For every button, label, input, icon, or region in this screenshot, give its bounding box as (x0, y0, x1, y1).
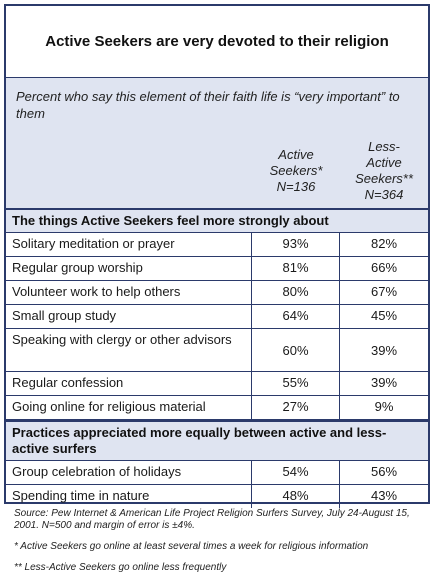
row-value-less-active: 67% (370, 284, 398, 299)
row-label: Spending time in nature (6, 485, 252, 508)
table-frame: Active Seekers are very devoted to their… (4, 4, 430, 508)
footnotes: Source: Pew Internet & American Life Pro… (14, 508, 424, 583)
table-row: Regular group worship 81% 66% (6, 257, 428, 281)
row-value-less-active: 66% (370, 260, 398, 275)
row-label: Speaking with clergy or other advisors (6, 329, 252, 371)
row-value-less-active: 9% (374, 399, 394, 414)
footnote-less-active: ** Less-Active Seekers go online less fr… (14, 562, 227, 573)
section-heading-2: Practices appreciated more equally betwe… (6, 420, 428, 461)
column-headers: Active Seekers* N=136 Less- Active Seeke… (6, 130, 428, 208)
row-value-active: 48% (252, 485, 340, 508)
table-row: Speaking with clergy or other advisors 6… (6, 329, 428, 372)
row-value-active: 64% (252, 305, 340, 328)
column-header-less-line1: Less- (368, 139, 400, 154)
row-value-less-active: 56% (370, 464, 398, 479)
section-heading-1: The things Active Seekers feel more stro… (6, 208, 428, 233)
row-value-active: 27% (252, 396, 340, 419)
column-header-active-line1: Active (278, 147, 314, 162)
table-row: Small group study 64% 45% (6, 305, 428, 329)
row-label: Group celebration of holidays (6, 461, 252, 484)
column-header-blank (6, 130, 252, 208)
table-row: Regular confession 55% 39% (6, 372, 428, 396)
row-label: Small group study (6, 305, 252, 328)
column-header-active-line2: Seekers* (269, 163, 323, 178)
row-label: Going online for religious material (6, 396, 252, 419)
row-value-active: 60% (252, 329, 340, 371)
row-value-active: 81% (252, 257, 340, 280)
column-header-less-line4: N=364 (364, 187, 404, 202)
table-row: Group celebration of holidays 54% 56% (6, 461, 428, 485)
row-value-active: 55% (252, 372, 340, 395)
row-label: Volunteer work to help others (6, 281, 252, 304)
footnote-active: * Active Seekers go online at least seve… (14, 541, 369, 552)
row-label: Solitary meditation or prayer (6, 233, 252, 256)
column-header-active-line3: N=136 (276, 179, 316, 194)
column-header-less-line2: Active (366, 155, 402, 170)
table-row: Volunteer work to help others 80% 67% (6, 281, 428, 305)
row-label: Regular confession (6, 372, 252, 395)
row-value-less-active: 39% (370, 342, 398, 358)
table-row: Solitary meditation or prayer 93% 82% (6, 233, 428, 257)
row-value-less-active: 45% (370, 308, 398, 323)
row-value-active: 93% (252, 233, 340, 256)
row-value-less-active: 43% (370, 488, 398, 503)
source-note: Source: Pew Internet & American Life Pro… (14, 508, 410, 531)
row-value-less-active: 82% (370, 236, 398, 251)
column-header-less-active: Less- Active Seekers** N=364 (340, 130, 428, 208)
table-subtitle: Percent who say this element of their fa… (6, 78, 428, 130)
table-row: Spending time in nature 48% 43% (6, 485, 428, 508)
row-value-less-active: 39% (370, 375, 398, 390)
column-header-active: Active Seekers* N=136 (252, 130, 340, 208)
row-value-active: 54% (252, 461, 340, 484)
page-title: Active Seekers are very devoted to their… (6, 6, 428, 78)
table-row: Going online for religious material 27% … (6, 396, 428, 420)
column-header-less-line3: Seekers** (355, 171, 413, 186)
row-value-active: 80% (252, 281, 340, 304)
row-label: Regular group worship (6, 257, 252, 280)
